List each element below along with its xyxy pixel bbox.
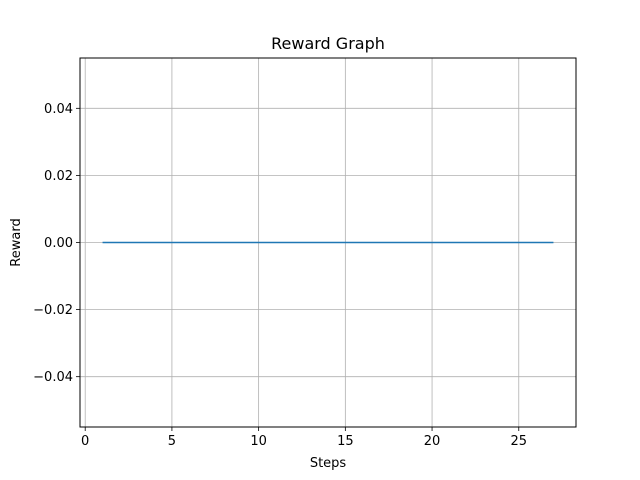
chart-title: Reward Graph	[271, 34, 385, 53]
x-tick-label: 20	[424, 434, 441, 449]
y-tick-label: −0.02	[33, 303, 73, 318]
y-tick-label: 0.04	[44, 102, 73, 117]
x-axis-label: Steps	[310, 456, 347, 471]
y-axis-label: Reward	[9, 218, 24, 266]
x-tick-label: 0	[81, 434, 89, 449]
x-axis: 0 5 10 15 20 25	[81, 427, 527, 449]
x-tick-label: 5	[168, 434, 176, 449]
x-tick-label: 25	[510, 434, 527, 449]
y-tick-label: −0.04	[33, 370, 73, 385]
y-axis: −0.04 −0.02 0.00 0.02 0.04	[33, 102, 80, 385]
x-tick-label: 15	[337, 434, 354, 449]
y-tick-label: 0.02	[44, 169, 73, 184]
y-tick-label: 0.00	[44, 236, 73, 251]
x-tick-label: 10	[250, 434, 267, 449]
